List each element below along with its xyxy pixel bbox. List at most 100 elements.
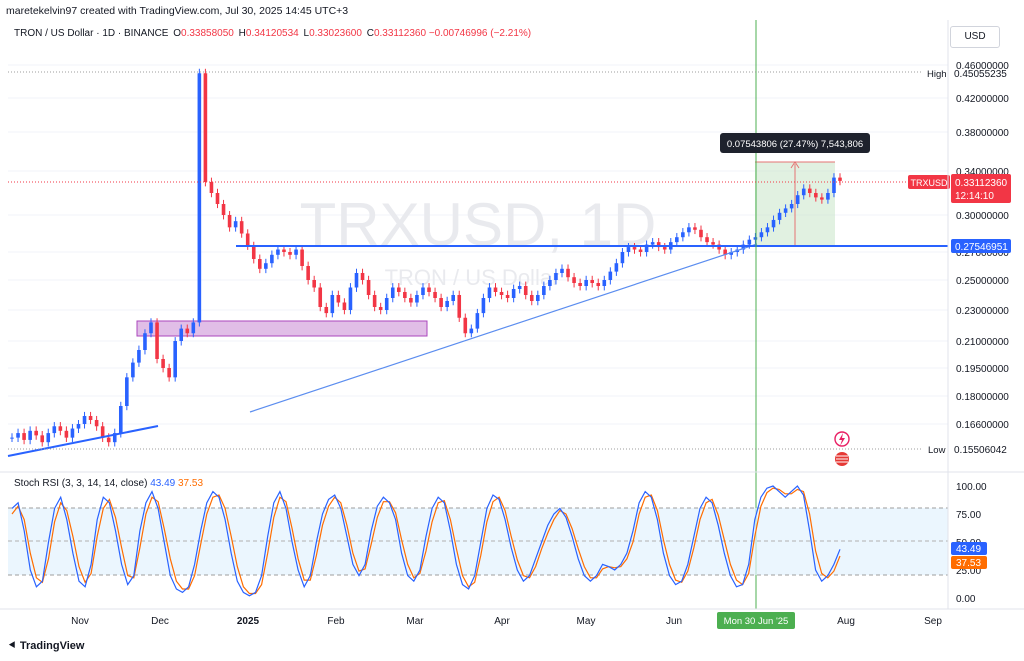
candle — [366, 280, 371, 295]
candle — [445, 301, 449, 307]
price-tick: 0.34000000 — [956, 167, 1009, 178]
change-value: −0.00746996 (−2.21%) — [428, 28, 532, 39]
candle — [560, 268, 564, 273]
candle — [336, 295, 341, 303]
candle — [499, 292, 504, 295]
candle — [131, 362, 135, 378]
candle — [838, 177, 842, 181]
candle — [245, 233, 250, 246]
flag-stripes — [836, 455, 848, 463]
candle — [421, 287, 425, 295]
tradingview-logo[interactable]: ⯇ TradingView — [8, 640, 84, 653]
trendline-lower[interactable] — [7, 425, 159, 457]
candle — [584, 280, 588, 286]
open-label: O — [173, 28, 182, 39]
candle — [276, 249, 280, 255]
candle — [511, 289, 516, 298]
cursor-date: Mon 30 Jun '25 — [724, 616, 789, 627]
candle — [384, 298, 389, 310]
candle — [753, 237, 758, 240]
candle — [112, 433, 117, 443]
symbol-title: TRON / US Dollar · 1D · BINANCE — [14, 28, 169, 39]
candle — [681, 232, 685, 238]
candle — [397, 287, 401, 292]
candle — [191, 322, 196, 334]
candle — [118, 406, 123, 434]
candle — [288, 252, 292, 255]
candle — [282, 249, 286, 252]
brand-name: TradingView — [19, 640, 85, 652]
candle — [783, 208, 788, 213]
close-value: 0.33112360 — [373, 28, 427, 39]
candle — [566, 268, 570, 278]
demand-zone[interactable] — [136, 320, 428, 337]
time-tick: May — [577, 616, 596, 627]
candle — [475, 313, 480, 329]
candle — [143, 333, 147, 350]
candle — [64, 430, 69, 438]
candle — [759, 232, 764, 238]
candle — [705, 237, 709, 243]
candle — [578, 283, 582, 286]
price-tick: 0.18000000 — [956, 392, 1009, 403]
candle — [227, 215, 232, 228]
candle — [650, 242, 655, 245]
trendline-rising[interactable] — [249, 243, 758, 413]
candle — [795, 195, 800, 204]
low-tag-name: Low — [928, 445, 946, 456]
stoch-d-tag: 37.53 — [956, 558, 981, 569]
stoch-d-line — [11, 487, 841, 595]
credit-line: maretekelvin97 created with TradingView.… — [6, 5, 349, 17]
candle — [203, 73, 208, 182]
candle — [523, 286, 528, 295]
price-grid — [8, 64, 948, 425]
low-tag-value: 0.15506042 — [954, 445, 1007, 456]
candle — [542, 286, 546, 295]
high-label: H — [238, 28, 246, 39]
candle — [469, 328, 474, 334]
candle — [306, 266, 310, 280]
brand-icon: ⯇ — [8, 640, 20, 652]
candle — [221, 204, 226, 215]
high-tag-name: High — [927, 69, 947, 80]
candle — [239, 221, 244, 234]
candle — [536, 295, 540, 301]
candle — [330, 295, 335, 314]
candle — [173, 341, 177, 378]
price-tick: 0.23000000 — [956, 306, 1009, 317]
stoch-tick: 75.00 — [956, 510, 981, 521]
candle — [620, 252, 625, 264]
candle — [493, 287, 498, 292]
price-axis[interactable]: 0.46000000 0.42000000 0.38000000 0.34000000… — [956, 61, 1009, 431]
price-tick: 0.30000000 — [956, 211, 1009, 222]
currency-button[interactable]: USD — [950, 26, 1000, 48]
ohlc-legend[interactable]: TRON / US Dollar · 1D · BINANCE O0.33858… — [14, 28, 531, 39]
candle — [28, 430, 32, 440]
candle — [463, 317, 468, 334]
stoch-k-line — [11, 485, 841, 597]
stoch-d-tag-bg — [951, 556, 987, 569]
time-tick: Apr — [494, 616, 510, 627]
candle — [155, 322, 159, 359]
candle — [125, 377, 129, 406]
price-tick: 0.46000000 — [956, 61, 1009, 72]
candle — [390, 287, 395, 298]
candle — [602, 280, 607, 286]
last-price-tag-name-bg — [908, 175, 950, 189]
candle — [52, 426, 57, 434]
stoch-tick: 100.00 — [956, 482, 987, 493]
candle — [318, 287, 323, 307]
candle — [826, 193, 830, 200]
price-tick: 0.27000000 — [956, 248, 1009, 259]
candles-layer — [10, 68, 842, 447]
candle — [149, 322, 153, 334]
candle — [270, 254, 274, 264]
high-value: 0.34120534 — [245, 28, 299, 39]
time-tick: Mar — [406, 616, 424, 627]
candle — [801, 188, 806, 196]
time-axis[interactable]: Nov Dec 2025 Feb Mar Apr May Jun Aug Sep — [71, 616, 942, 627]
candle — [505, 295, 510, 298]
stoch-legend[interactable]: Stoch RSI (3, 3, 14, 14, close) 43.49 37… — [14, 478, 203, 489]
candle — [70, 428, 75, 438]
